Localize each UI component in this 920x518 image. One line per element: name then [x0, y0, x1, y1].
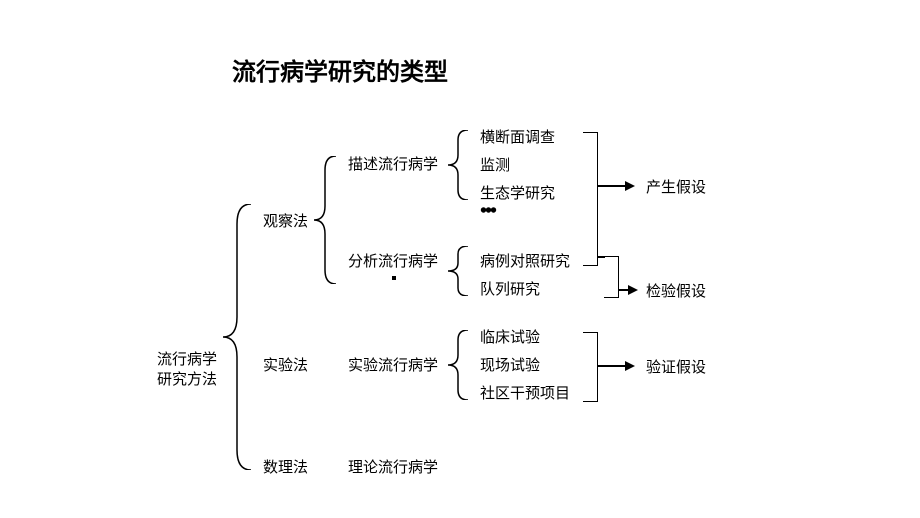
diagram-title: 流行病学研究的类型 — [232, 52, 448, 87]
level1-experiment: 实验法 — [263, 356, 308, 377]
brace-experiment — [448, 330, 468, 400]
level1-math: 数理法 — [263, 458, 308, 479]
bracket-generate — [583, 132, 598, 266]
ellipsis-dots: ••• — [480, 200, 495, 223]
level3-cohort: 队列研究 — [480, 280, 540, 301]
level3-clinical: 临床试验 — [480, 328, 540, 349]
bracket-verify — [583, 332, 598, 402]
small-marker — [392, 276, 396, 280]
level2-analytic: 分析流行病学 — [348, 252, 438, 273]
level2-theory: 理论流行病学 — [348, 458, 438, 479]
output-verify: 验证假设 — [646, 358, 706, 379]
level3-case-control: 病例对照研究 — [480, 252, 570, 273]
connector-case-control — [597, 256, 605, 258]
brace-root — [223, 204, 251, 470]
root-line2: 研究方法 — [157, 370, 217, 391]
level1-observe: 观察法 — [263, 212, 308, 233]
bracket-test — [604, 256, 619, 298]
brace-analytic — [448, 246, 468, 296]
root-line1: 流行病学 — [157, 350, 217, 371]
brace-descriptive — [448, 130, 468, 200]
level3-field: 现场试验 — [480, 356, 540, 377]
level2-descriptive: 描述流行病学 — [348, 155, 438, 176]
output-test: 检验假设 — [646, 282, 706, 303]
level3-surveillance: 监测 — [480, 156, 510, 177]
output-generate: 产生假设 — [646, 178, 706, 199]
brace-observe — [314, 156, 336, 284]
level2-exp-epi: 实验流行病学 — [348, 356, 438, 377]
level3-community: 社区干预项目 — [480, 384, 570, 405]
level3-cross-sectional: 横断面调查 — [480, 128, 555, 149]
